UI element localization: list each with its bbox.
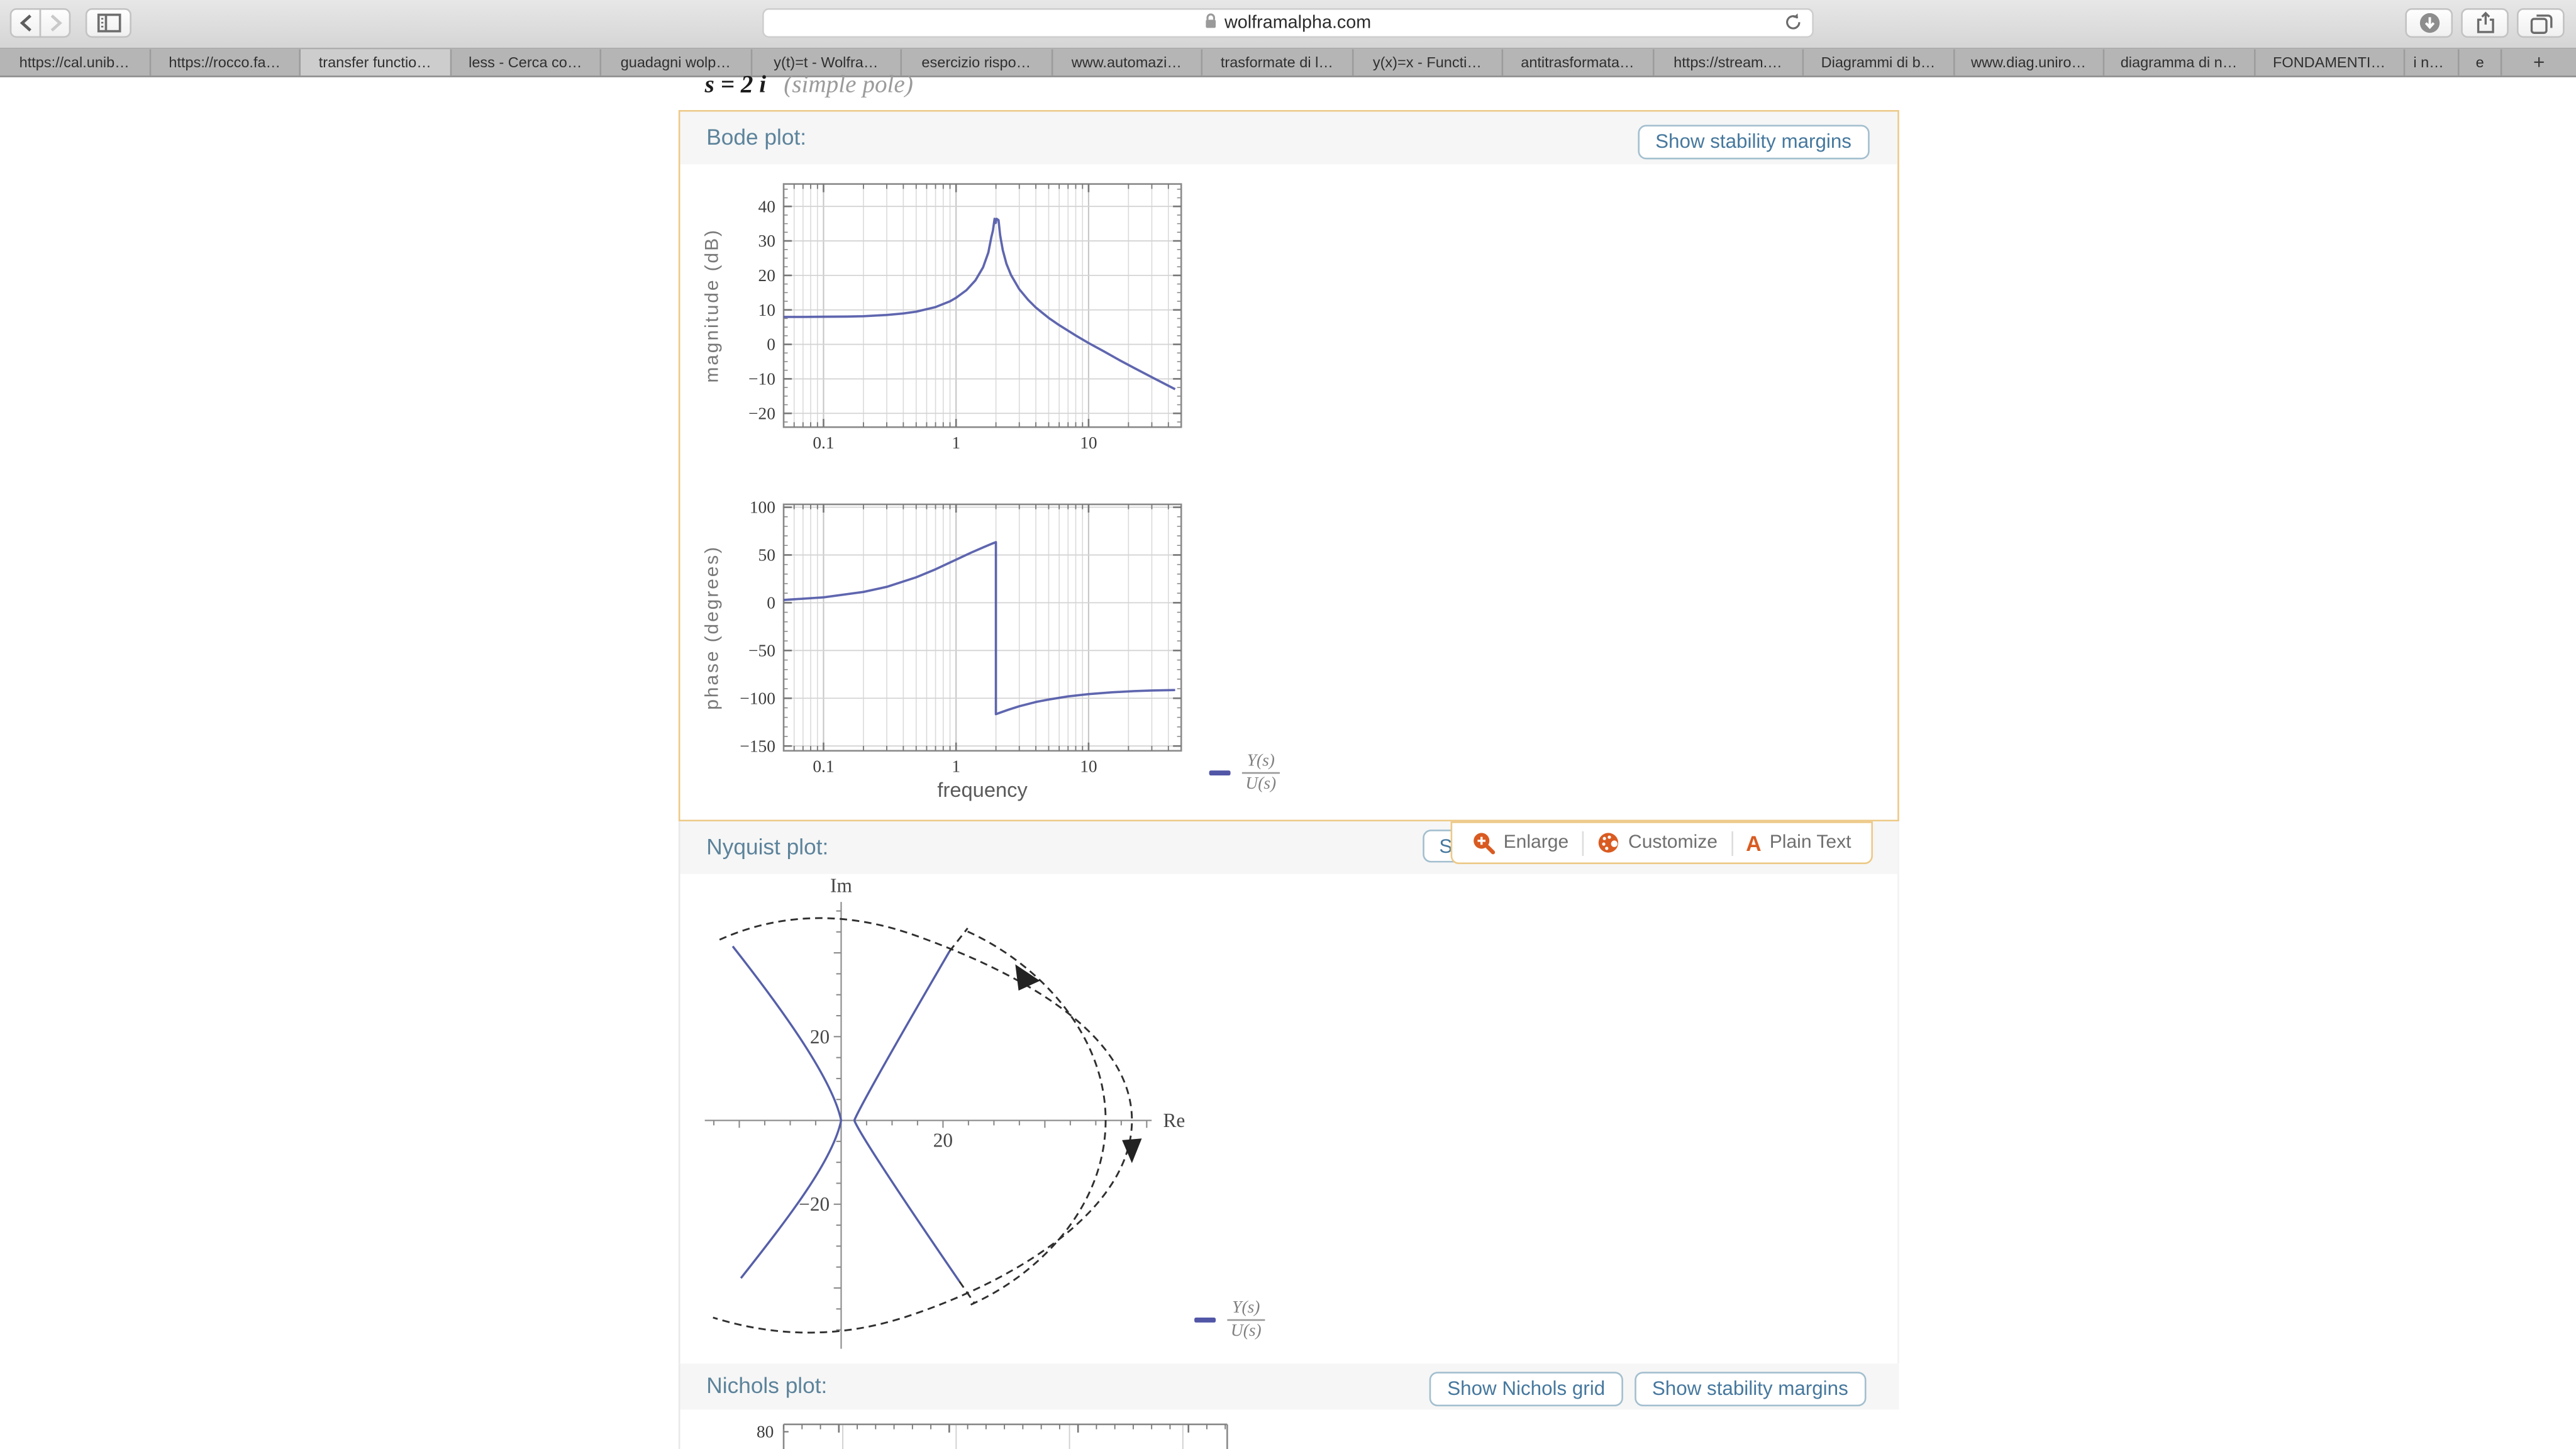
svg-text:100: 100 bbox=[750, 498, 775, 517]
browser-tab-2[interactable]: transfer functio… bbox=[301, 49, 452, 76]
downloads-button[interactable] bbox=[2405, 8, 2453, 38]
share-button[interactable] bbox=[2461, 8, 2509, 38]
svg-text:40: 40 bbox=[758, 197, 775, 216]
svg-text:80: 80 bbox=[757, 1423, 774, 1441]
bode-pod-title: Bode plot: bbox=[706, 125, 807, 150]
legend-transfer-function: Y(s) U(s) bbox=[1241, 752, 1280, 794]
download-icon bbox=[2418, 11, 2441, 35]
svg-text:1: 1 bbox=[952, 757, 960, 776]
nyquist-chart[interactable]: Im Re 20 −20 20 bbox=[692, 877, 1300, 1363]
svg-text:20: 20 bbox=[810, 1026, 830, 1048]
browser-tab-17[interactable]: e bbox=[2459, 49, 2502, 76]
address-bar[interactable]: wolframalpha.com bbox=[762, 8, 1814, 38]
enlarge-icon bbox=[1472, 831, 1496, 855]
back-icon bbox=[17, 13, 33, 33]
tab-bar: https://cal.unib… https://rocco.fa… transf… bbox=[0, 49, 2576, 77]
legend-line-swatch bbox=[1209, 770, 1231, 775]
bode-legend: Y(s) U(s) bbox=[1209, 752, 1280, 794]
svg-text:−10: −10 bbox=[748, 370, 775, 389]
svg-text:20: 20 bbox=[758, 266, 775, 285]
plain-text-icon: A bbox=[1746, 830, 1762, 855]
show-stability-margins-button[interactable]: Show stability margins bbox=[1637, 125, 1870, 160]
browser-tab-11[interactable]: https://stream.… bbox=[1653, 49, 1804, 76]
bode-magnitude-chart[interactable]: 0.1 1 10 −20 −10 0 10 20 30 40 magnitude (dB) bbox=[697, 172, 1223, 462]
nyquist-pod-title: Nyquist plot: bbox=[706, 835, 829, 860]
browser-tab-15[interactable]: FONDAMENTI… bbox=[2255, 49, 2406, 76]
svg-text:−150: −150 bbox=[740, 736, 775, 755]
bode-phase-chart[interactable]: 0.1 1 10 −150 −100 −50 0 50 100 phase (degrees) fr… bbox=[697, 491, 1223, 816]
pole-expression: s = 2 i bbox=[704, 72, 767, 99]
browser-tab-8[interactable]: trasformate di l… bbox=[1202, 49, 1353, 76]
bode-pod-header: Bode plot: Show stability margins bbox=[680, 111, 1898, 165]
nichols-pod-header: Nichols plot: Show Nichols grid Show sta… bbox=[680, 1363, 1899, 1410]
svg-text:10: 10 bbox=[1080, 433, 1097, 452]
browser-tab-4[interactable]: guadagni wolp… bbox=[601, 49, 752, 76]
lock-icon bbox=[1205, 13, 1218, 34]
svg-text:10: 10 bbox=[1080, 757, 1097, 776]
svg-text:−100: −100 bbox=[740, 689, 775, 708]
svg-text:0: 0 bbox=[767, 594, 775, 613]
svg-text:phase (degrees): phase (degrees) bbox=[702, 545, 723, 710]
browser-tab-13[interactable]: www.diag.uniro… bbox=[1954, 49, 2105, 76]
nichols-pod-title: Nichols plot: bbox=[706, 1373, 828, 1399]
show-stability-margins-button[interactable]: Show stability margins bbox=[1634, 1372, 1867, 1407]
svg-text:Re: Re bbox=[1163, 1109, 1185, 1131]
tabs-overview-icon bbox=[2529, 13, 2553, 34]
share-icon bbox=[2475, 11, 2494, 35]
browser-tab-5[interactable]: y(t)=t - Wolfra… bbox=[752, 49, 902, 76]
svg-text:magnitude (dB): magnitude (dB) bbox=[702, 228, 723, 383]
legend-line-swatch bbox=[1194, 1318, 1216, 1323]
browser-tab-14[interactable]: diagramma di n… bbox=[2104, 49, 2255, 76]
browser-tab-16[interactable]: i nuovo… bbox=[2405, 49, 2460, 76]
image-hover-menu: Enlarge Customize A Plain Text bbox=[1450, 821, 1873, 865]
sidebar-toggle-button[interactable] bbox=[85, 8, 131, 38]
sidebar-icon bbox=[96, 13, 121, 33]
nyquist-legend: Y(s) U(s) bbox=[1194, 1299, 1265, 1341]
svg-text:0.1: 0.1 bbox=[813, 433, 834, 452]
svg-text:30: 30 bbox=[758, 231, 775, 250]
nichols-plot-pod: Nichols plot: Show Nichols grid Show sta… bbox=[678, 1363, 1899, 1449]
browser-tab-7[interactable]: www.automazi… bbox=[1052, 49, 1203, 76]
svg-text:10: 10 bbox=[758, 301, 775, 319]
menu-separator bbox=[1731, 830, 1733, 855]
back-button[interactable] bbox=[9, 8, 42, 38]
browser-tab-3[interactable]: less - Cerca co… bbox=[451, 49, 602, 76]
show-nichols-grid-button[interactable]: Show Nichols grid bbox=[1429, 1372, 1623, 1407]
browser-tab-1[interactable]: https://rocco.fa… bbox=[150, 49, 301, 76]
svg-text:20: 20 bbox=[933, 1129, 953, 1151]
tab-overview-button[interactable] bbox=[2516, 8, 2565, 38]
forward-icon bbox=[47, 13, 63, 33]
browser-tab-6[interactable]: esercizio rispo… bbox=[902, 49, 1053, 76]
reload-icon[interactable] bbox=[1782, 11, 1804, 38]
browser-tab-12[interactable]: Diagrammi di b… bbox=[1804, 49, 1955, 76]
pole-result-line: s = 2 i (simple pole) bbox=[705, 72, 913, 100]
enlarge-menu-item[interactable]: Enlarge bbox=[1472, 831, 1568, 855]
svg-text:0.1: 0.1 bbox=[813, 757, 834, 776]
svg-text:0: 0 bbox=[767, 335, 775, 354]
svg-text:−20: −20 bbox=[748, 404, 775, 423]
svg-text:frequency: frequency bbox=[937, 778, 1028, 801]
browser-tab-0[interactable]: https://cal.unib… bbox=[0, 49, 151, 76]
customize-icon bbox=[1597, 831, 1620, 855]
nichols-chart-partial[interactable]: 80 bbox=[724, 1408, 1250, 1449]
new-tab-button[interactable]: + bbox=[2502, 49, 2576, 76]
svg-text:50: 50 bbox=[758, 546, 775, 565]
pole-note: (simple pole) bbox=[784, 72, 913, 99]
svg-text:Im: Im bbox=[830, 877, 852, 897]
url-text: wolframalpha.com bbox=[1224, 13, 1372, 33]
svg-text:−50: −50 bbox=[748, 641, 775, 660]
browser-tab-9[interactable]: y(x)=x - Functi… bbox=[1353, 49, 1504, 76]
browser-toolbar: wolframalpha.com bbox=[0, 0, 2576, 50]
plain-text-menu-item[interactable]: A Plain Text bbox=[1746, 830, 1852, 855]
svg-text:1: 1 bbox=[952, 433, 960, 452]
nyquist-plot-pod: Nyquist plot: Im Re 20 −20 20 Y(s) U(s) bbox=[678, 821, 1899, 1364]
bode-plot-pod: Bode plot: Show stability margins 0.1 1 10… bbox=[678, 110, 1899, 822]
legend-transfer-function: Y(s) U(s) bbox=[1227, 1299, 1265, 1341]
browser-tab-10[interactable]: antitrasformata… bbox=[1503, 49, 1654, 76]
forward-button[interactable] bbox=[39, 8, 71, 38]
menu-separator bbox=[1582, 830, 1584, 855]
customize-menu-item[interactable]: Customize bbox=[1597, 831, 1718, 855]
svg-text:−20: −20 bbox=[799, 1193, 830, 1215]
